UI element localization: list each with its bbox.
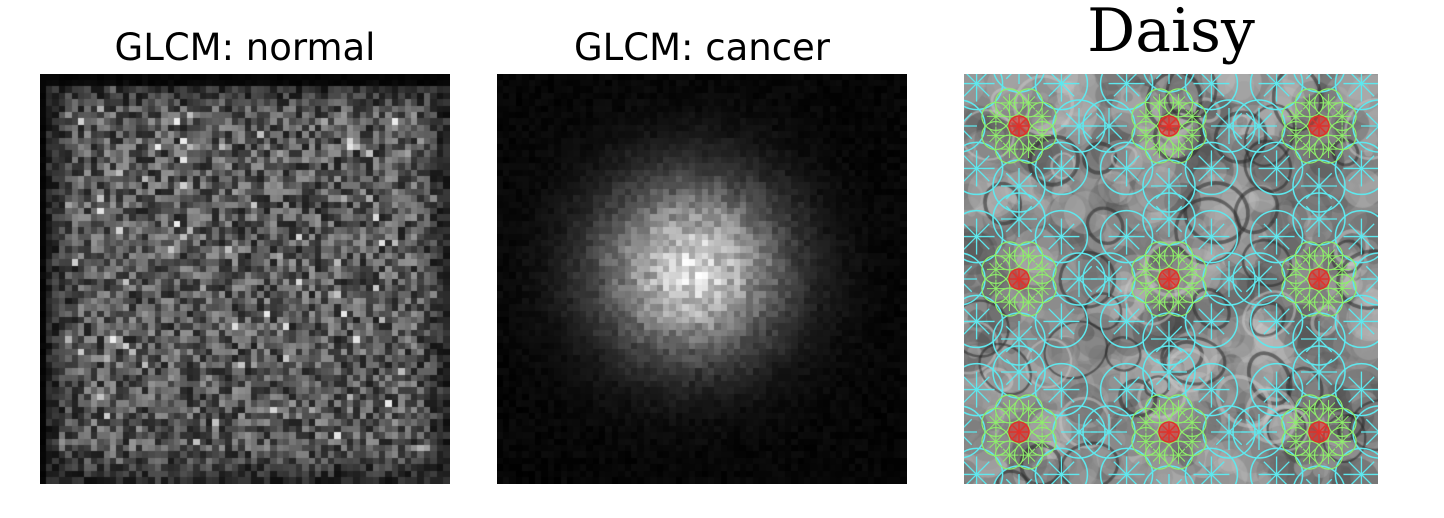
daisy-outer-ring (964, 294, 1004, 349)
panel-title-glcm-normal: GLCM: normal (114, 26, 376, 69)
daisy-outer-ring (1249, 447, 1304, 484)
daisy-middle-ring (1177, 101, 1207, 132)
daisy-outer-ring (964, 209, 1004, 264)
daisy-middle-ring (1027, 254, 1057, 285)
panel-title-glcm-cancer: GLCM: cancer (573, 26, 831, 69)
glcm-normal-image (40, 74, 450, 484)
daisy-outer-ring (1099, 74, 1154, 111)
daisy-descriptor-overlay (964, 74, 1378, 484)
daisy-outer-ring (1034, 141, 1089, 196)
daisy-outer-ring (1249, 141, 1304, 196)
daisy-outer-ring (964, 362, 1004, 417)
daisy-outer-ring (1249, 74, 1304, 111)
daisy-outer-ring (964, 141, 1004, 196)
daisy-outer-ring (1184, 141, 1239, 196)
daisy-outer-ring (1099, 362, 1154, 417)
daisy-outer-ring (1184, 362, 1239, 417)
daisy-outer-ring (1184, 447, 1239, 484)
daisy-outer-ring (1099, 209, 1154, 264)
daisy-middle-ring (1327, 254, 1357, 285)
daisy-outer-ring (1099, 141, 1154, 196)
daisy-outer-ring (1334, 447, 1378, 484)
daisy-outer-ring (1184, 209, 1239, 264)
daisy-outer-ring (1249, 294, 1304, 349)
daisy-outer-ring (1034, 209, 1089, 264)
daisy-middle-ring (1177, 407, 1207, 438)
daisy-outer-ring (1334, 74, 1378, 111)
daisy-outer-ring (964, 74, 1004, 111)
glcm-cancer-image (497, 74, 907, 484)
daisy-middle-ring (1177, 254, 1207, 285)
daisy-feature-image (964, 74, 1378, 484)
daisy-outer-ring (1184, 74, 1239, 111)
daisy-outer-ring (1249, 209, 1304, 264)
daisy-middle-ring (1027, 101, 1057, 132)
daisy-outer-ring (1099, 294, 1154, 349)
panel-title-daisy: Daisy (1087, 0, 1255, 66)
daisy-outer-ring (1334, 209, 1378, 264)
daisy-outer-ring (1034, 447, 1089, 484)
daisy-outer-ring (1099, 447, 1154, 484)
daisy-middle-ring (1327, 101, 1357, 132)
daisy-outer-ring (1034, 74, 1089, 111)
daisy-outer-ring (1184, 294, 1239, 349)
daisy-outer-ring (1249, 362, 1304, 417)
daisy-outer-ring (1034, 362, 1089, 417)
daisy-outer-ring (1034, 294, 1089, 349)
daisy-outer-ring (1334, 141, 1378, 196)
daisy-outer-ring (1334, 294, 1378, 349)
daisy-outer-ring (1334, 362, 1378, 417)
daisy-middle-ring (1327, 407, 1357, 438)
daisy-middle-ring (1027, 407, 1057, 438)
daisy-outer-ring (964, 447, 1004, 484)
